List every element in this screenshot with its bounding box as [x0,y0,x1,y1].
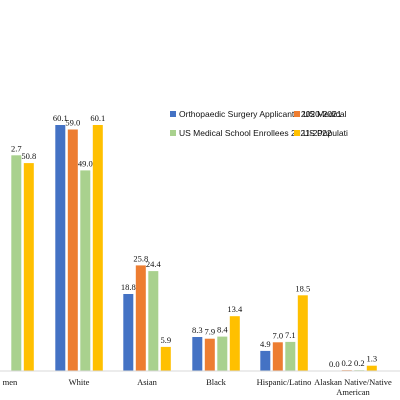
category-label: Black [206,377,227,387]
bar [148,271,159,371]
value-label: 13.4 [227,304,243,314]
bar [11,155,22,371]
value-label: 8.3 [192,325,203,335]
value-label: 24.4 [146,259,162,269]
bar [67,129,78,371]
legend: Orthopaedic Surgery Applicants 2020-2021… [170,109,348,138]
bars-layer [11,125,377,371]
bar [80,170,91,371]
bar [160,346,171,371]
legend-entry-label: US Medical [303,109,347,119]
bar [204,338,215,371]
bar [229,316,240,371]
value-labels-layer: 60.1 18.8 8.3 4.9 0.0 59.0 25.8 7.9 7.0 0.2 2.7 49.… [11,113,377,369]
category-label: White [69,377,90,387]
bar [192,337,203,371]
category-label: Asian [137,377,158,387]
value-label: 0.2 [354,358,365,368]
legend-entry-label: US Populati [303,128,348,138]
bar [23,163,34,371]
value-label: 60.1 [53,113,68,123]
value-label: 0.2 [341,358,352,368]
value-label: 8.4 [217,325,228,335]
legend-swatch [170,130,176,136]
category-label: American [336,387,370,397]
bar [272,342,283,371]
bar [123,294,134,371]
bar [217,336,228,371]
value-label: 49.0 [78,158,93,168]
value-label: 50.8 [21,151,36,161]
category-label: men [3,377,18,387]
value-label: 1.3 [366,354,377,364]
value-label: 7.1 [285,330,296,340]
value-label: 18.8 [121,282,136,292]
value-label: 2.7 [11,143,22,153]
value-label: 60.1 [90,113,105,123]
value-label: 25.8 [133,253,148,263]
value-label: 59.0 [65,118,80,128]
category-label: Hispanic/Latino [257,377,312,387]
legend-swatch [294,130,300,136]
value-label: 5.9 [160,335,171,345]
value-label: 18.5 [295,283,310,293]
value-label: 7.9 [204,327,215,337]
category-labels-layer: men White Asian Black Hispanic/Latino Alaskan… [3,377,392,397]
bar [260,350,271,371]
value-label: 7.0 [272,330,283,340]
value-label: 4.9 [260,339,271,349]
value-label: 0.0 [329,359,340,369]
bar [297,295,308,371]
bar [285,341,296,371]
legend-entry-label: US Medical School Enrollees 2021-2022 [179,128,332,138]
legend-swatch [170,111,176,117]
legend-entry-label: Orthopaedic Surgery Applicants 2020-2021 [179,109,342,119]
bar [135,265,146,371]
bar [92,125,103,371]
legend-swatch [294,111,300,117]
category-label: Alaskan Native/Native [314,377,392,387]
bar [366,365,377,371]
bar [55,125,66,371]
